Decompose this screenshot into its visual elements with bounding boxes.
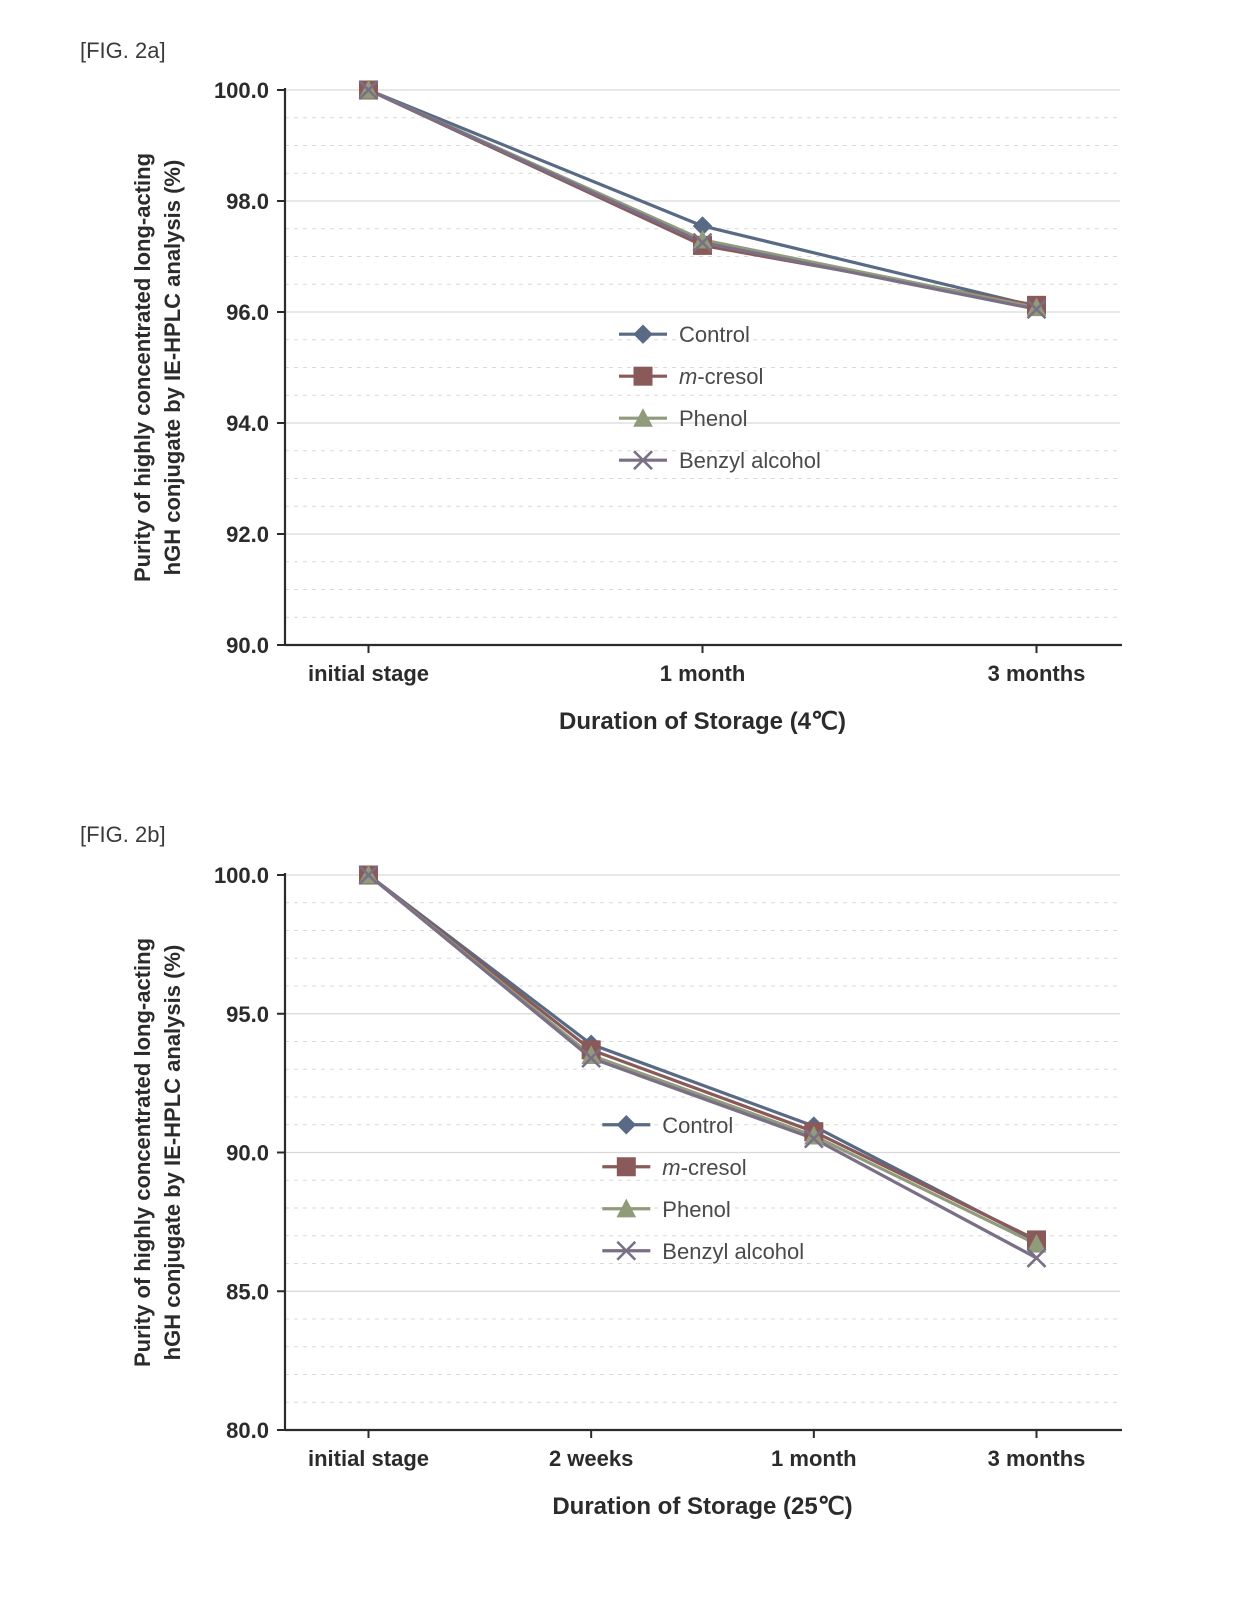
x-tick-label: 1 month <box>771 1446 857 1471</box>
y-tick-label: 90.0 <box>226 1141 269 1166</box>
x-axis-label: Duration of Storage (25℃) <box>552 1493 852 1520</box>
x-tick-label: 3 months <box>988 661 1086 686</box>
chart-2a: 90.0 92.0 94.0 96.0 98.0 100.0 initial stage 1 … <box>100 70 1160 770</box>
figure-label-2b: [FIG. 2b] <box>80 822 166 848</box>
legend-label: m-cresol <box>679 364 763 389</box>
legend-label: m-cresol <box>662 1155 746 1180</box>
x-axis-label: Duration of Storage (4℃) <box>559 708 846 735</box>
y-tick-label: 100.0 <box>214 863 269 888</box>
figure-label-2a: [FIG. 2a] <box>80 38 166 64</box>
y-tick-label: 85.0 <box>226 1279 269 1304</box>
x-tick-label: initial stage <box>308 1446 429 1471</box>
x-tick-label: 2 weeks <box>549 1446 633 1471</box>
page: [FIG. 2a] 90.0 92.0 94.0 96.0 98.0 100.0 initi… <box>0 0 1240 1624</box>
legend-label: Control <box>662 1113 733 1138</box>
legend-label: Benzyl alcohol <box>679 448 821 473</box>
y-tick-label: 92.0 <box>226 522 269 547</box>
y-tick-label: 100.0 <box>214 78 269 103</box>
y-tick-label: 90.0 <box>226 633 269 658</box>
svg-text:Purity of highly concentrated: Purity of highly concentrated long-actin… <box>130 938 155 1367</box>
y-tick-label: 95.0 <box>226 1002 269 1027</box>
svg-text:hGH conjugate by IE-HPLC analy: hGH conjugate by IE-HPLC analysis (%) <box>160 160 185 576</box>
y-tick-label: 96.0 <box>226 300 269 325</box>
chart-2b: 80.0 85.0 90.0 95.0 100.0 initial stage 2 week… <box>100 855 1160 1555</box>
y-tick-label: 98.0 <box>226 189 269 214</box>
legend-label: Phenol <box>679 406 748 431</box>
x-tick-label: 3 months <box>988 1446 1086 1471</box>
y-tick-label: 94.0 <box>226 411 269 436</box>
legend-label: Benzyl alcohol <box>662 1239 804 1264</box>
x-tick-label: 1 month <box>660 661 746 686</box>
x-tick-label: initial stage <box>308 661 429 686</box>
y-tick-label: 80.0 <box>226 1418 269 1443</box>
legend-label: Control <box>679 322 750 347</box>
legend-label: Phenol <box>662 1197 731 1222</box>
svg-text:hGH conjugate by IE-HPLC analy: hGH conjugate by IE-HPLC analysis (%) <box>160 945 185 1361</box>
svg-text:Purity of highly concentrated: Purity of highly concentrated long-actin… <box>130 153 155 582</box>
